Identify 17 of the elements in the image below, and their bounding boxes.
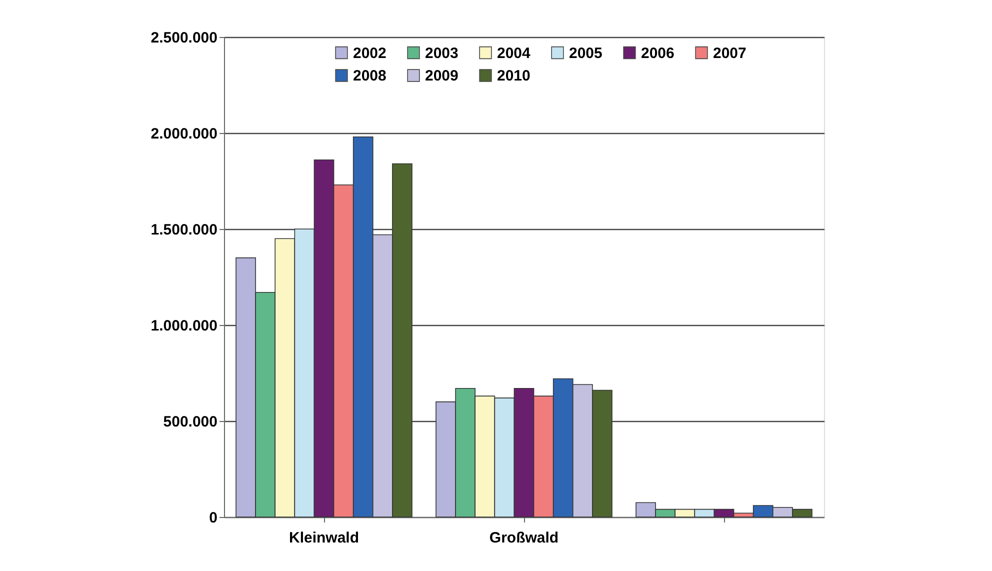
legend-label: 2008 xyxy=(353,68,386,84)
y-tick-label: 2.500.000 xyxy=(150,30,218,46)
legend-label: 2005 xyxy=(569,44,602,62)
y-tick-label: 500.000 xyxy=(163,414,218,430)
y-tick-label: 1.000.000 xyxy=(150,318,218,334)
legend-label: 2010 xyxy=(497,68,530,84)
x-tick-label: Kleinwald xyxy=(288,530,360,546)
legend-label: 2006 xyxy=(641,44,674,62)
y-tick-label: 0 xyxy=(209,510,218,526)
legend-label: 2004 xyxy=(497,44,532,62)
legend-label: 2002 xyxy=(353,44,386,62)
x-tick-label: Großwald xyxy=(489,530,559,546)
legend-label: 2003 xyxy=(425,44,458,62)
y-tick-label: 1.500.000 xyxy=(150,222,218,238)
legend-label: 2009 xyxy=(425,68,458,84)
legend-label: 2007 xyxy=(713,44,746,62)
y-tick-label: 2.000.000 xyxy=(150,126,218,142)
